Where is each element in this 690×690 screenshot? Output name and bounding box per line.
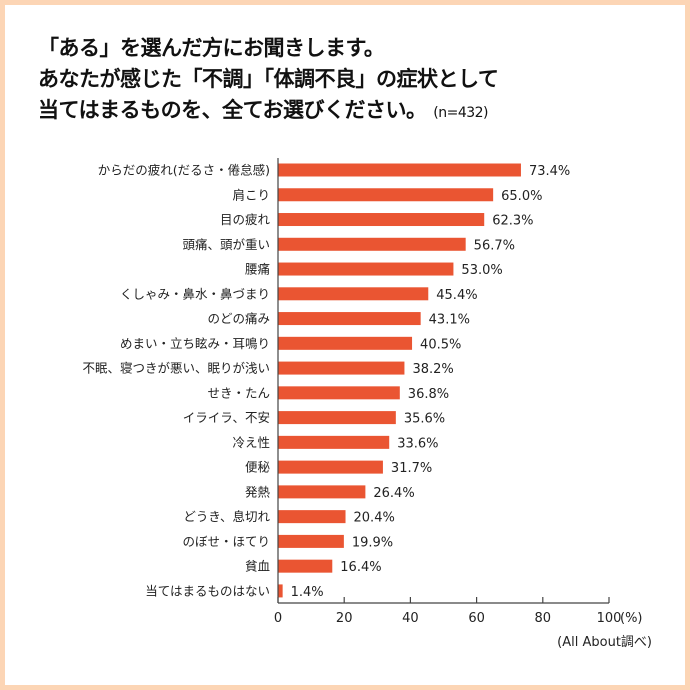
bar — [278, 510, 346, 524]
bar — [278, 213, 485, 227]
title-line-2: あなたが感じた「不調」「体調不良」の症状として — [38, 67, 499, 91]
category-label: どうき、息切れ — [183, 509, 270, 524]
bar — [278, 336, 413, 350]
x-unit-label: (%) — [620, 611, 643, 626]
x-tick-label: 0 — [274, 611, 282, 626]
bar — [278, 485, 366, 499]
category-label: 肩こり — [232, 187, 270, 202]
data-label: 19.9% — [352, 535, 393, 550]
data-label: 1.4% — [291, 585, 324, 600]
data-label: 40.5% — [420, 337, 461, 352]
category-label: めまい・立ち眩み・耳鳴り — [120, 336, 270, 351]
data-label: 53.0% — [461, 263, 502, 278]
data-label: 31.7% — [391, 461, 432, 476]
bar — [278, 163, 521, 177]
category-label: 便秘 — [245, 460, 271, 475]
data-label: 73.4% — [529, 164, 570, 179]
category-label: 不眠、寝つきが悪い、眠りが浅い — [82, 361, 270, 376]
bar — [278, 287, 429, 301]
category-label: くしゃみ・鼻水・鼻づまり — [120, 286, 270, 301]
bar — [278, 312, 421, 326]
category-label: 冷え性 — [232, 435, 270, 450]
x-tick-label: 100 — [597, 611, 622, 626]
x-tick-label: 20 — [336, 611, 353, 626]
category-label: 腰痛 — [245, 262, 270, 277]
title-line-1: 「ある」を選んだ方にお聞きします。 — [38, 36, 385, 60]
category-label: 目の疲れ — [220, 212, 271, 227]
data-label: 43.1% — [429, 313, 470, 328]
chart-title: 「ある」を選んだ方にお聞きします。 あなたが感じた「不調」「体調不良」の症状とし… — [38, 33, 499, 129]
sample-size: (n=432) — [433, 105, 489, 121]
category-label: イライラ、不安 — [183, 410, 270, 425]
bar — [278, 534, 344, 548]
category-label: からだの疲れ(だるさ・倦怠感) — [98, 163, 270, 178]
data-label: 38.2% — [412, 362, 453, 377]
bar — [278, 262, 454, 276]
bar — [278, 559, 333, 573]
bar — [278, 361, 405, 375]
data-label: 45.4% — [436, 288, 477, 303]
data-label: 36.8% — [408, 387, 449, 402]
bar — [278, 584, 283, 598]
category-label: 貧血 — [245, 559, 270, 574]
category-label: のどの痛み — [207, 311, 270, 326]
data-label: 56.7% — [474, 238, 515, 253]
bar — [278, 460, 383, 474]
data-label: 16.4% — [340, 560, 381, 575]
data-label: 26.4% — [373, 486, 414, 501]
bar — [278, 386, 400, 400]
category-label: 発熱 — [245, 484, 271, 499]
x-tick-label: 80 — [535, 611, 552, 626]
data-label: 33.6% — [397, 436, 438, 451]
x-tick-label: 60 — [468, 611, 485, 626]
bar — [278, 411, 396, 425]
data-label: 65.0% — [501, 189, 542, 204]
category-label: 頭痛、頭が重い — [182, 237, 270, 252]
data-label: 62.3% — [492, 214, 533, 229]
category-label: せき・たん — [207, 385, 270, 400]
bar — [278, 435, 390, 449]
bar — [278, 188, 494, 202]
category-label: のぼせ・ほてり — [182, 534, 270, 549]
x-tick-label: 40 — [402, 611, 419, 626]
data-label: 20.4% — [354, 511, 395, 526]
bar — [278, 237, 466, 251]
category-label: 当てはまるものはない — [145, 583, 270, 598]
source-note: (All About調べ) — [557, 635, 652, 650]
title-line-3: 当てはまるものを、全てお選びください。 (n=432) — [38, 98, 489, 122]
data-label: 35.6% — [404, 412, 445, 427]
